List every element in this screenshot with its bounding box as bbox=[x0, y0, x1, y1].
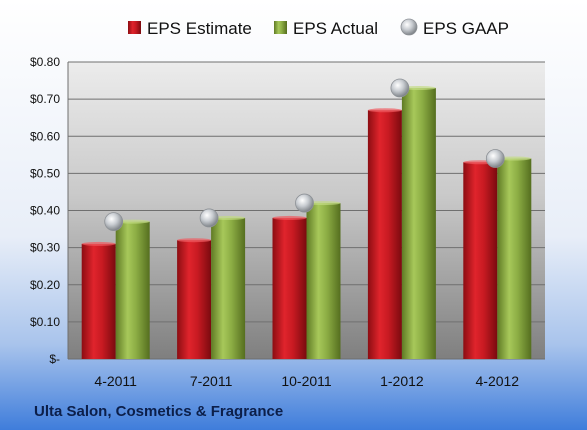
marker-eps-gaap bbox=[485, 149, 505, 168]
y-tick-label: $0.50 bbox=[30, 166, 60, 180]
x-category-label: 1-2012 bbox=[380, 373, 424, 389]
gaap-markers bbox=[104, 78, 505, 232]
y-tick-label: $0.70 bbox=[30, 92, 60, 106]
y-tick-label: $0.30 bbox=[30, 241, 60, 255]
y-tick-label: $0.80 bbox=[30, 55, 60, 69]
legend: EPS Estimate EPS Actual EPS GAAP bbox=[128, 18, 509, 38]
x-category-label: 10-2011 bbox=[281, 373, 332, 389]
bar-eps-actual bbox=[306, 203, 341, 359]
x-category-label: 4-2011 bbox=[94, 373, 137, 389]
legend-label-eps-actual: EPS Actual bbox=[293, 19, 378, 38]
bar-eps-actual bbox=[401, 87, 436, 360]
legend-label-eps-gaap: EPS GAAP bbox=[423, 19, 509, 38]
marker-eps-gaap bbox=[295, 193, 314, 213]
bar-top-eps-actual bbox=[306, 201, 341, 206]
x-category-label: 7-2011 bbox=[190, 373, 233, 389]
legend-swatch-eps-estimate bbox=[128, 21, 141, 34]
bar-top-eps-actual bbox=[497, 156, 532, 161]
x-category-label: 4-2012 bbox=[476, 373, 520, 389]
bar-top-eps-estimate bbox=[272, 215, 307, 220]
bars bbox=[81, 85, 532, 360]
y-tick-label: $- bbox=[49, 352, 60, 366]
bar-eps-estimate bbox=[272, 217, 307, 359]
company-name: Ulta Salon, Cosmetics & Fragrance bbox=[34, 403, 283, 420]
bar-eps-estimate bbox=[81, 243, 116, 359]
legend-label-eps-estimate: EPS Estimate bbox=[147, 19, 252, 38]
bar-eps-actual bbox=[211, 217, 246, 359]
bar-top-eps-estimate bbox=[367, 108, 402, 113]
bar-eps-actual bbox=[115, 221, 150, 359]
bar-eps-estimate bbox=[463, 162, 498, 359]
legend-marker-eps-gaap bbox=[400, 18, 418, 36]
y-tick-label: $0.40 bbox=[30, 204, 60, 218]
bar-eps-estimate bbox=[367, 110, 402, 359]
marker-eps-gaap bbox=[390, 78, 410, 98]
bar-top-eps-actual bbox=[401, 85, 436, 90]
bar-top-eps-actual bbox=[211, 215, 246, 220]
bar-top-eps-estimate bbox=[81, 241, 116, 246]
bar-eps-estimate bbox=[177, 240, 212, 359]
legend-swatch-eps-actual bbox=[274, 21, 287, 34]
marker-eps-gaap bbox=[104, 212, 124, 232]
y-tick-label: $0.20 bbox=[30, 278, 60, 292]
x-axis-categories: 4-2011 7-2011 10-2011 1-2012 4-2012 bbox=[94, 373, 519, 389]
y-tick-label: $0.10 bbox=[30, 315, 60, 329]
bar-eps-actual bbox=[497, 158, 532, 359]
bar-top-eps-estimate bbox=[177, 238, 212, 243]
marker-eps-gaap bbox=[199, 208, 219, 228]
y-axis-ticks: $- $0.10 $0.20 $0.30 $0.40 $0.50 $0.60 $0.70 $0.… bbox=[30, 55, 60, 366]
bar-top-eps-actual bbox=[115, 219, 150, 224]
y-tick-label: $0.60 bbox=[30, 129, 60, 143]
